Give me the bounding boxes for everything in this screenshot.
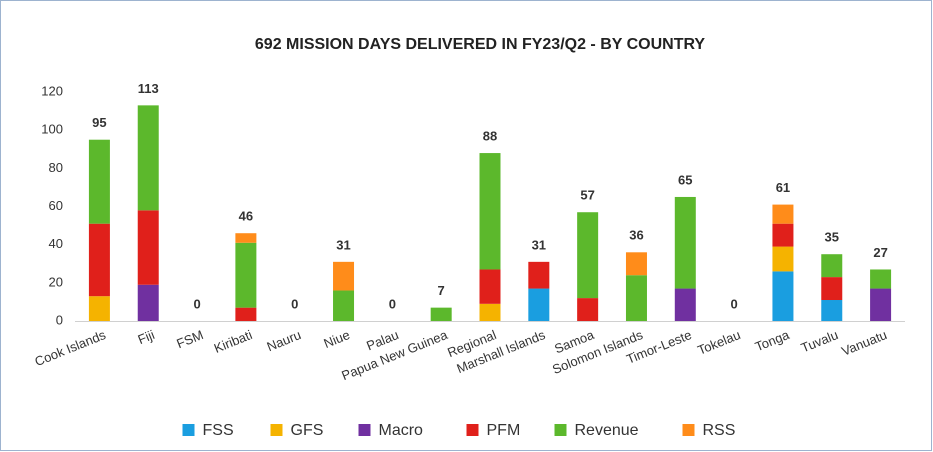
bar-segment [772, 246, 794, 272]
bar-segment [528, 288, 550, 321]
bar-segment [137, 105, 159, 211]
legend-swatch [358, 424, 371, 436]
total-label: 88 [483, 129, 497, 144]
bar-segment [674, 288, 696, 321]
bar-segment [625, 252, 647, 276]
total-label: 113 [138, 81, 159, 96]
total-label: 57 [580, 188, 594, 203]
total-label: 35 [825, 230, 839, 245]
y-tick-label: 40 [49, 236, 63, 251]
total-label: 27 [873, 245, 887, 260]
bar-segment [821, 300, 843, 321]
y-tick-label: 100 [41, 122, 63, 137]
bar-segment [235, 242, 257, 308]
bar-segment [870, 288, 892, 321]
total-label: 95 [92, 115, 106, 130]
total-label: 31 [336, 237, 350, 252]
legend-swatch [270, 424, 283, 436]
bar-segment [772, 204, 794, 224]
legend-swatch [466, 424, 479, 436]
bar-segment [235, 233, 257, 243]
y-tick-label: 20 [49, 274, 63, 289]
y-tick-label: 80 [49, 160, 63, 175]
total-label: 31 [532, 237, 546, 252]
total-label: 65 [678, 172, 692, 187]
bar-segment [870, 269, 892, 289]
total-label: 46 [239, 209, 253, 224]
bar-segment [479, 269, 501, 304]
legend-label: Macro [379, 422, 424, 439]
bar-segment [772, 223, 794, 247]
bar-segment [333, 290, 355, 321]
legend-label: PFM [487, 422, 521, 439]
legend-label: GFS [291, 422, 324, 439]
y-tick-label: 120 [41, 83, 63, 98]
bar-segment [479, 153, 501, 270]
bar-segment [88, 139, 110, 224]
bar-segment [821, 254, 843, 278]
bar-segment [674, 196, 696, 289]
legend-label: Revenue [575, 422, 639, 439]
bar-segment [430, 307, 452, 321]
bar-segment [479, 303, 501, 321]
legend-label: RSS [703, 422, 736, 439]
total-label: 0 [731, 296, 738, 311]
bar-segment [772, 271, 794, 321]
legend-swatch [554, 424, 567, 436]
bar-segment [88, 296, 110, 321]
bar-segment [528, 261, 550, 289]
bar-segment [333, 261, 355, 291]
total-label: 36 [629, 228, 643, 243]
x-tick-label: Fiji [136, 327, 157, 347]
total-label: 61 [776, 180, 790, 195]
y-tick-label: 60 [49, 198, 63, 213]
total-label: 7 [438, 283, 445, 298]
total-label: 0 [291, 296, 298, 311]
y-tick-label: 0 [56, 312, 63, 327]
bar-segment [88, 223, 110, 297]
bar-segment [235, 307, 257, 321]
bar-segment [577, 298, 599, 321]
total-label: 0 [389, 296, 396, 311]
bar-segment [137, 210, 159, 285]
legend-swatch [182, 424, 195, 436]
bar-segment [577, 212, 599, 299]
bar-segment [137, 284, 159, 321]
legend-label: FSS [203, 422, 234, 439]
legend-swatch [682, 424, 695, 436]
bar-segment [821, 277, 843, 301]
chart-title: 692 MISSION DAYS DELIVERED IN FY23/Q2 - … [255, 36, 706, 53]
total-label: 0 [193, 296, 200, 311]
bar-segment [625, 275, 647, 321]
